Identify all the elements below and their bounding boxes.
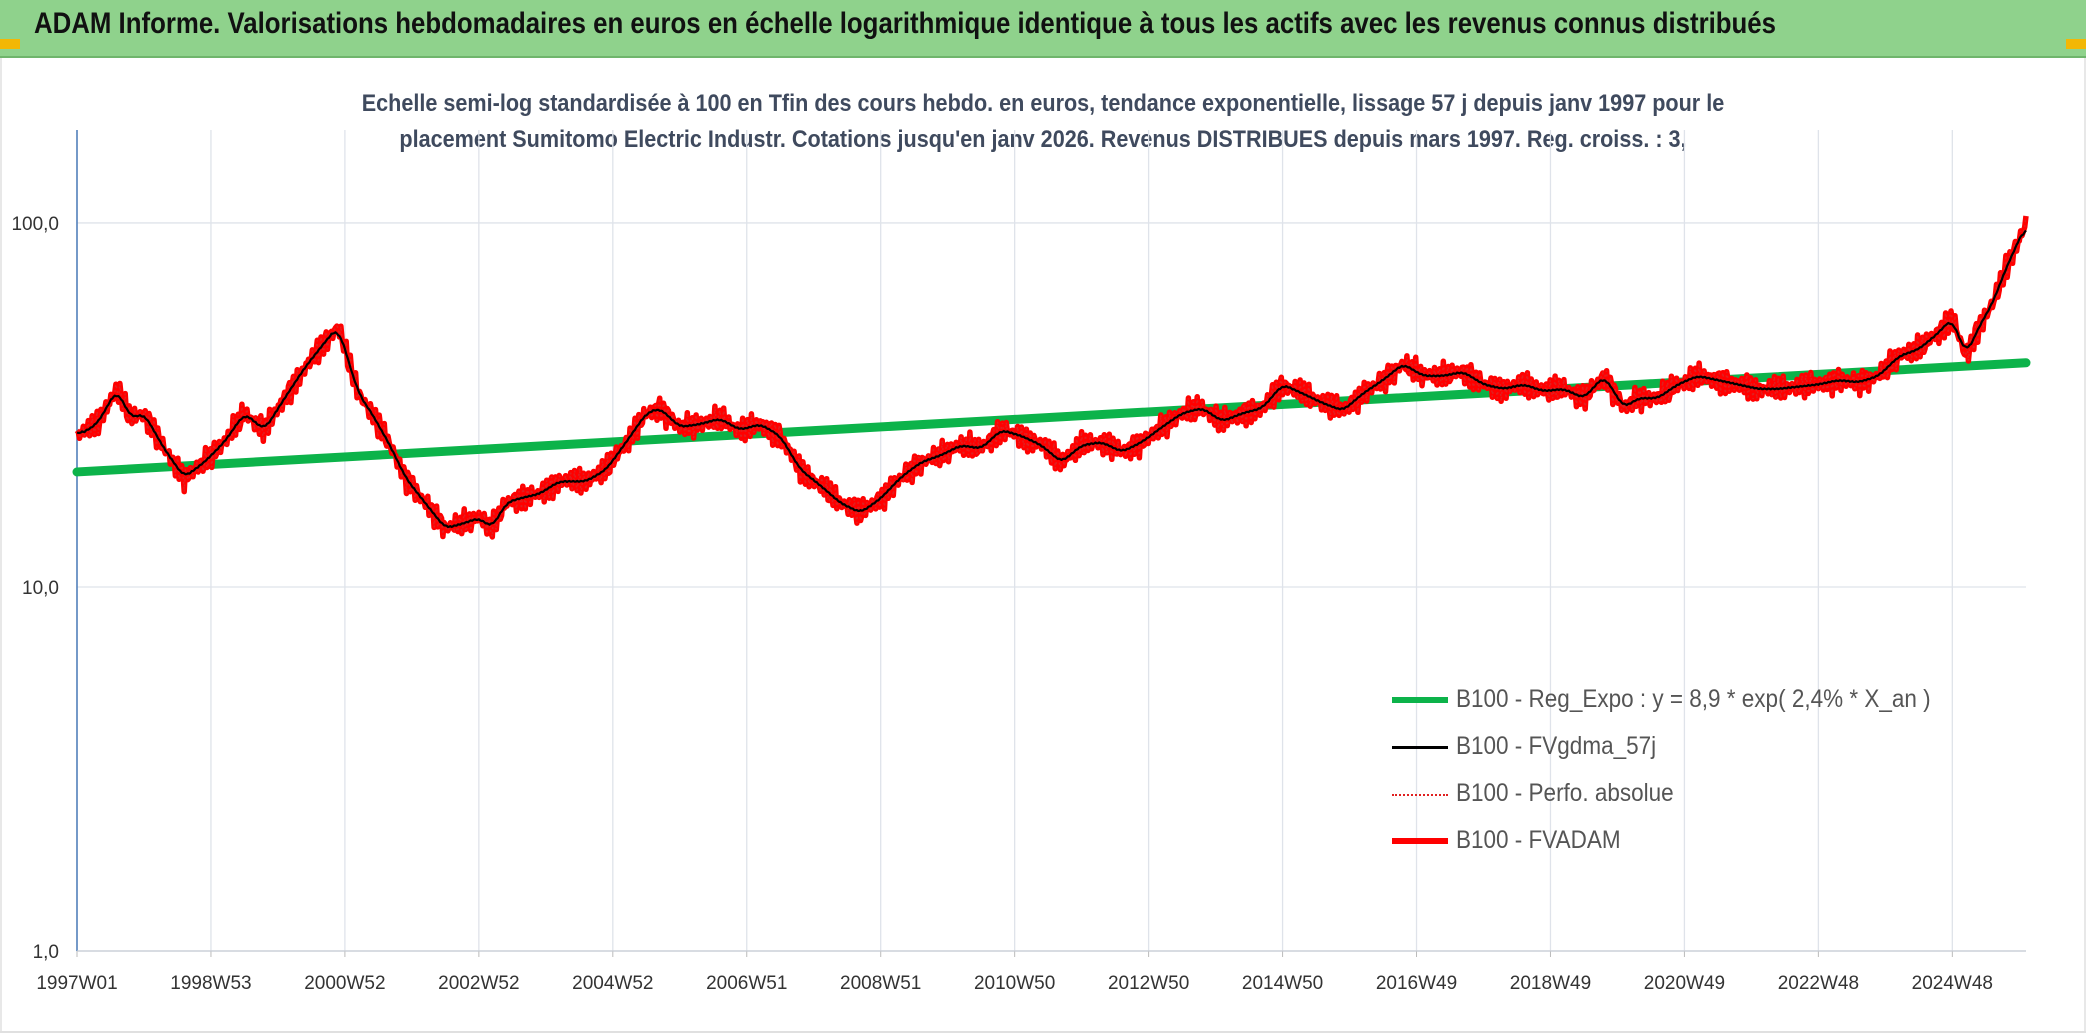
y-tick-label: 100,0 <box>11 214 59 235</box>
legend-swatch-trend <box>1392 697 1448 703</box>
x-tick-label: 2022W48 <box>1778 973 1859 994</box>
chart-tick-layer: 1997W01 1998W53 2000W52 2002W52 2004W52 2006W… <box>11 214 1993 994</box>
y-tick-label: 1,0 <box>33 942 59 963</box>
frame-left <box>0 58 2 1033</box>
header-title: ADAM Informe. Valorisations hebdomadaire… <box>34 7 1776 40</box>
chart-grid <box>76 130 2026 952</box>
x-tick-label: 2024W48 <box>1912 973 1993 994</box>
frame-bottom <box>0 1031 2086 1033</box>
perfo-absolue-line <box>76 215 2027 538</box>
x-tick-label: 2020W49 <box>1644 973 1725 994</box>
legend-label-dotted: B100 - Perfo. absolue <box>1456 779 1674 807</box>
frame-right <box>2084 58 2086 1033</box>
chart-subtitle: Echelle semi-log standardisée à 100 en T… <box>0 86 2086 158</box>
x-tick-label: 1998W53 <box>170 973 251 994</box>
x-tick-label: 2012W50 <box>1108 973 1189 994</box>
subtitle-line-2: placement Sumitomo Electric Industr. Cot… <box>399 126 1687 153</box>
x-tick-label: 2008W51 <box>840 973 921 994</box>
subtitle-line-1: Echelle semi-log standardisée à 100 en T… <box>361 90 1725 117</box>
x-tick-label: 1997W01 <box>36 973 117 994</box>
y-tick-label: 10,0 <box>22 578 59 599</box>
x-tick-label: 2004W52 <box>572 973 653 994</box>
corner-marker-top-right <box>2066 39 2086 49</box>
header-bar: ADAM Informe. Valorisations hebdomadaire… <box>0 0 2086 58</box>
legend-swatch-dotted <box>1392 794 1448 796</box>
x-tick-label: 2018W49 <box>1510 973 1591 994</box>
chart-axes <box>76 130 2026 957</box>
legend-swatch-main <box>1392 838 1448 844</box>
x-tick-label: 2014W50 <box>1242 973 1323 994</box>
chart-series-layer <box>72 215 2031 540</box>
x-tick-label: 2010W50 <box>974 973 1055 994</box>
x-tick-label: 2016W49 <box>1376 973 1457 994</box>
legend-label-smooth: B100 - FVgdma_57j <box>1456 732 1657 760</box>
x-tick-label: 2000W52 <box>304 973 385 994</box>
fvgdma-line <box>76 229 2027 529</box>
corner-marker-top-left <box>0 39 20 49</box>
legend-label-trend: B100 - Reg_Expo : y = 8,9 * exp( 2,4% * … <box>1456 685 1931 713</box>
legend-swatch-smooth <box>1392 746 1448 749</box>
x-tick-label: 2002W52 <box>438 973 519 994</box>
x-tick-label: 2006W51 <box>706 973 787 994</box>
legend-label-main: B100 - FVADAM <box>1456 826 1621 854</box>
